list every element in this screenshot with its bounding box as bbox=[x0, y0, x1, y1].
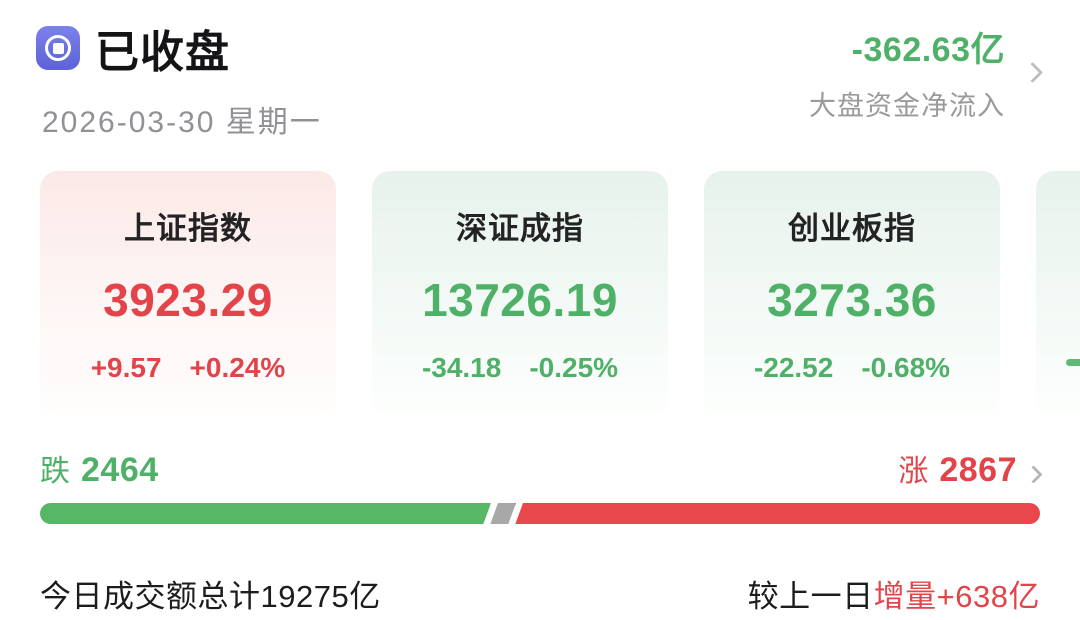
index-name: 创业板指 bbox=[788, 211, 916, 246]
header: 已收盘 2026-03-30 星期一 -362.63亿 大盘资金净流入 bbox=[0, 0, 1080, 141]
index-card-shenzhen[interactable]: 深证成指 13726.19 -34.18 -0.25% bbox=[372, 171, 668, 416]
index-value: 3923.29 bbox=[103, 274, 273, 326]
chevron-right-icon[interactable] bbox=[1024, 465, 1043, 484]
partial-change-dash bbox=[1066, 359, 1080, 366]
unchanged-bar-segment bbox=[490, 503, 515, 524]
index-change: +9.57 bbox=[90, 352, 162, 383]
index-change-pct: -0.25% bbox=[529, 352, 619, 383]
index-change: -34.18 bbox=[421, 352, 502, 383]
turnover-delta-value: 增量+638亿 bbox=[873, 579, 1040, 614]
turnover-delta: 较上一日增量+638亿 bbox=[748, 571, 1040, 616]
advancers-label: 涨 bbox=[898, 455, 930, 488]
index-change-row: -22.52 -0.68% bbox=[754, 354, 950, 382]
index-name: 深证成指 bbox=[456, 211, 584, 246]
index-change-pct: +0.24% bbox=[189, 352, 286, 383]
status-icon-square bbox=[52, 42, 64, 54]
index-value: 13726.19 bbox=[422, 274, 618, 326]
trade-date: 2026-03-30 星期一 bbox=[42, 106, 322, 139]
index-card-shanghai[interactable]: 上证指数 3923.29 +9.57 +0.24% bbox=[40, 171, 336, 416]
decliners-label: 跌 bbox=[40, 455, 71, 488]
index-card-partial[interactable] bbox=[1036, 171, 1080, 416]
turnover-delta-prefix: 较上一日 bbox=[747, 579, 874, 614]
market-breadth-section: 跌 2464 涨 2867 bbox=[40, 446, 1043, 524]
advancers-bar-segment bbox=[515, 503, 1040, 524]
decliners-count: 2464 bbox=[81, 451, 159, 489]
decliners-bar-segment bbox=[40, 503, 490, 524]
index-change-row: +9.57 +0.24% bbox=[91, 354, 286, 382]
net-flow-value: -362.63亿 bbox=[851, 31, 1005, 69]
market-status-block: 已收盘 2026-03-30 星期一 bbox=[36, 16, 322, 141]
index-name: 上证指数 bbox=[124, 211, 252, 246]
index-value: 3273.36 bbox=[767, 274, 937, 326]
market-status-title: 已收盘 bbox=[95, 28, 230, 77]
chevron-right-icon[interactable] bbox=[1021, 61, 1044, 84]
index-change-row: -34.18 -0.25% bbox=[422, 354, 618, 382]
index-change: -22.52 bbox=[753, 352, 834, 383]
advance-decline-bar bbox=[40, 503, 1040, 524]
index-card-chinext[interactable]: 创业板指 3273.36 -22.52 -0.68% bbox=[704, 171, 1000, 416]
advancers-stat[interactable]: 涨 2867 bbox=[898, 446, 1043, 490]
status-icon-ring bbox=[45, 35, 71, 61]
turnover-total: 今日成交额总计19275亿 bbox=[40, 579, 381, 614]
net-flow-widget[interactable]: -362.63亿 大盘资金净流入 bbox=[809, 22, 1044, 123]
summary-row: 今日成交额总计19275亿 较上一日增量+638亿 bbox=[40, 571, 1040, 616]
index-change-pct: -0.68% bbox=[861, 352, 951, 383]
net-flow-label: 大盘资金净流入 bbox=[809, 91, 1005, 121]
market-status-icon bbox=[36, 26, 80, 70]
decliners-stat: 跌 2464 bbox=[40, 446, 159, 490]
index-cards-row: 上证指数 3923.29 +9.57 +0.24% 深证成指 13726.19 … bbox=[0, 171, 1080, 416]
advancers-count: 2867 bbox=[939, 451, 1017, 489]
